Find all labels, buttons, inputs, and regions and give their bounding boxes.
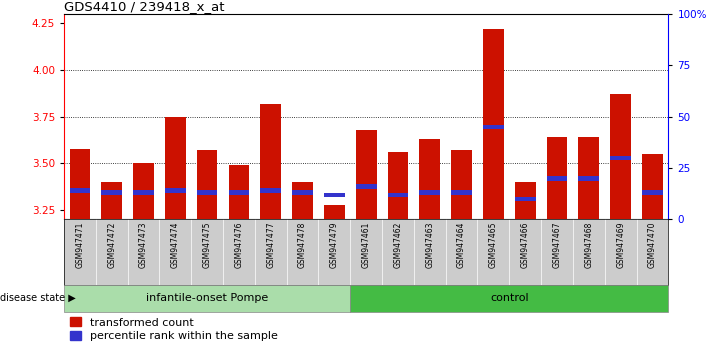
Bar	[260, 104, 281, 219]
Bar	[229, 190, 250, 195]
Bar	[483, 125, 503, 130]
Bar	[547, 176, 567, 181]
Bar	[356, 184, 377, 189]
Bar	[387, 152, 408, 219]
Text: GSM947466: GSM947466	[520, 222, 530, 268]
Text: disease state ▶: disease state ▶	[0, 293, 76, 303]
Bar	[642, 190, 663, 195]
Text: control: control	[490, 293, 528, 303]
Bar	[610, 95, 631, 219]
Bar	[356, 130, 377, 219]
Bar	[292, 190, 313, 195]
Bar	[70, 149, 90, 219]
Text: GSM947462: GSM947462	[393, 222, 402, 268]
Bar	[324, 205, 345, 219]
Text: GSM947477: GSM947477	[266, 222, 275, 268]
Text: GSM947467: GSM947467	[552, 222, 562, 268]
Bar	[547, 137, 567, 219]
Bar	[387, 193, 408, 197]
Text: GSM947476: GSM947476	[235, 222, 243, 268]
Bar	[324, 193, 345, 197]
Text: GSM947471: GSM947471	[75, 222, 85, 268]
Bar	[133, 190, 154, 195]
Bar	[229, 165, 250, 219]
Bar	[451, 150, 472, 219]
Bar	[260, 188, 281, 193]
Text: GSM947465: GSM947465	[489, 222, 498, 268]
Bar	[579, 137, 599, 219]
Bar	[610, 155, 631, 160]
Legend: transformed count, percentile rank within the sample: transformed count, percentile rank withi…	[70, 317, 277, 341]
Bar	[515, 196, 535, 201]
Bar	[165, 188, 186, 193]
Text: GSM947470: GSM947470	[648, 222, 657, 268]
Bar	[351, 285, 668, 312]
Bar	[292, 182, 313, 219]
Bar	[70, 188, 90, 193]
Bar	[579, 176, 599, 181]
Text: GSM947472: GSM947472	[107, 222, 116, 268]
Bar	[165, 117, 186, 219]
Text: GDS4410 / 239418_x_at: GDS4410 / 239418_x_at	[64, 0, 225, 13]
Text: GSM947473: GSM947473	[139, 222, 148, 268]
Text: GSM947475: GSM947475	[203, 222, 212, 268]
Text: GSM947468: GSM947468	[584, 222, 593, 268]
Bar	[419, 139, 440, 219]
Text: infantile-onset Pompe: infantile-onset Pompe	[146, 293, 268, 303]
Text: GSM947469: GSM947469	[616, 222, 625, 268]
Bar	[64, 285, 351, 312]
Bar	[642, 154, 663, 219]
Text: GSM947463: GSM947463	[425, 222, 434, 268]
Text: GSM947479: GSM947479	[330, 222, 339, 268]
Bar	[102, 190, 122, 195]
Bar	[515, 182, 535, 219]
Bar	[197, 150, 218, 219]
Bar	[483, 29, 503, 219]
Bar	[133, 164, 154, 219]
Text: GSM947464: GSM947464	[457, 222, 466, 268]
Bar	[197, 190, 218, 195]
Bar	[419, 190, 440, 195]
Text: GSM947474: GSM947474	[171, 222, 180, 268]
Text: GSM947461: GSM947461	[362, 222, 370, 268]
Bar	[451, 190, 472, 195]
Text: GSM947478: GSM947478	[298, 222, 307, 268]
Bar	[102, 182, 122, 219]
